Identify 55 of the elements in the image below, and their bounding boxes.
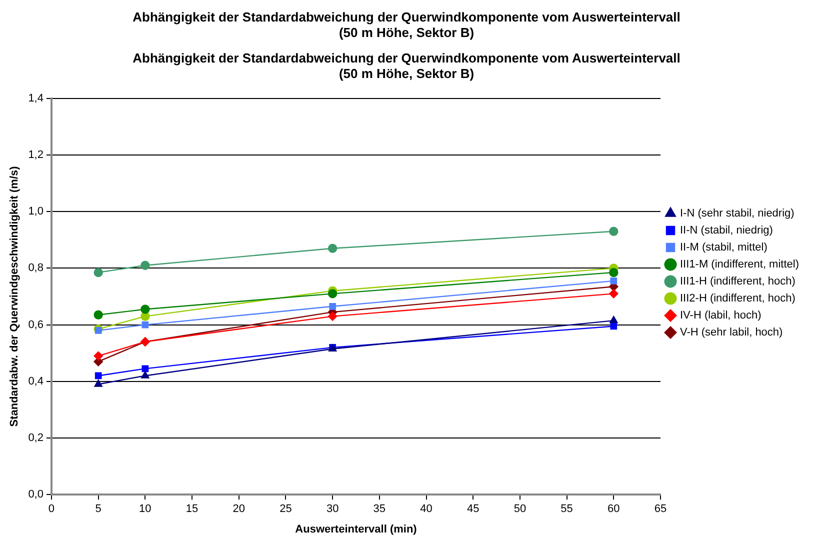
point xyxy=(94,327,102,334)
x-tick-label: 50 xyxy=(514,503,526,516)
x-tick-label: 30 xyxy=(326,503,339,516)
legend-label: IV-H (labil, hoch) xyxy=(680,310,762,322)
x-tick-label: 45 xyxy=(466,503,480,516)
chart-title: Abhängigkeit der Standardabweichung der Querwindkomponente vom Auswerteintervall (50 m Höhe, Sektor B) xyxy=(132,9,680,40)
point xyxy=(94,351,103,361)
point xyxy=(610,316,618,324)
y-tick-label: 0,8 xyxy=(28,262,44,274)
point xyxy=(328,289,338,298)
x-tick-label: 35 xyxy=(373,503,386,516)
point xyxy=(94,372,102,380)
legend-label: III1-M (indifferent, mittel) xyxy=(680,258,800,271)
y-axis-title: Standardabw. der Querwindgeschwindigkeit (m/s) xyxy=(8,166,21,427)
point xyxy=(609,268,618,278)
point xyxy=(609,226,618,236)
point xyxy=(609,289,618,298)
point xyxy=(94,310,103,320)
y-tick-label: 0,6 xyxy=(28,318,44,331)
y-tick-label: 1,0 xyxy=(28,206,44,218)
y-tick-label: 1,4 xyxy=(28,92,44,104)
point xyxy=(94,380,102,387)
point xyxy=(140,260,150,270)
chart-subtitle: Abhängigkeit der Standardabweichung der Querwindkomponente vom Auswerteintervall (50 m Höhe, Sektor B) xyxy=(132,50,680,82)
y-tick-label: 1,2 xyxy=(28,149,44,162)
legend-label: I-N (sehr stabil, niedrig) xyxy=(680,208,794,220)
x-tick-label: 15 xyxy=(186,503,198,516)
point xyxy=(328,312,338,321)
legend-label: V-H (sehr labil, hoch) xyxy=(680,326,783,339)
x-tick-label: 65 xyxy=(654,503,667,516)
legend-label: II-N (stabil, niedrig) xyxy=(680,224,773,237)
legend-label: II-M (stabil, mittel) xyxy=(680,242,768,254)
legend-label: III1-H (indifferent, hoch) xyxy=(680,276,796,288)
point xyxy=(610,278,618,284)
point xyxy=(142,365,149,372)
point xyxy=(329,302,336,310)
point xyxy=(140,304,150,314)
legend-label: III2-H (indifferent, hoch) xyxy=(680,292,796,305)
x-axis-title: Auswerteintervall (min) xyxy=(295,523,418,536)
x-tick-label: 5 xyxy=(95,503,102,516)
x-tick-label: 40 xyxy=(420,503,432,516)
x-tick-label: 60 xyxy=(608,503,620,516)
point xyxy=(328,244,338,253)
y-tick-label: 0,2 xyxy=(28,432,44,444)
x-tick-label: 55 xyxy=(560,503,573,516)
y-tick-label: 0,0 xyxy=(28,488,44,501)
y-tick-label: 0,4 xyxy=(28,375,44,388)
point xyxy=(141,371,150,378)
x-tick-label: 25 xyxy=(280,503,292,516)
point xyxy=(610,322,618,330)
x-tick-label: 20 xyxy=(232,503,246,516)
x-tick-label: 0 xyxy=(48,503,55,516)
point xyxy=(94,268,103,278)
point xyxy=(142,321,149,328)
x-tick-label: 10 xyxy=(139,503,152,516)
